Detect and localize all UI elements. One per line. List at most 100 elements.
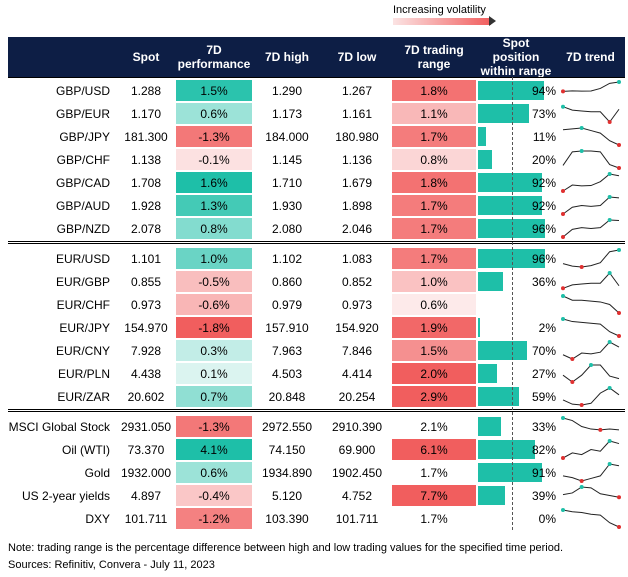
high-value: 157.910: [265, 320, 309, 335]
high-value: 20.848: [268, 389, 306, 404]
spot-position-label: 39%: [531, 488, 556, 503]
performance-cell: -0.1%: [176, 149, 252, 170]
trend-min-point: [561, 286, 565, 291]
trend-sparkline: [561, 195, 620, 216]
trend-max-point: [617, 80, 621, 84]
spot-value: 1.170: [130, 106, 162, 121]
trend-min-point: [617, 166, 621, 170]
trend-min-point: [561, 235, 565, 239]
spot-position-bar: [478, 173, 543, 192]
trend-sparkline: [561, 294, 621, 315]
table-row: MSCI Global Stock 2931.050 -1.3% 2972.550 29…: [8, 415, 625, 438]
performance-cell: -1.3%: [176, 416, 252, 437]
trend-max-point: [607, 386, 612, 390]
header-cell-0: [8, 37, 116, 77]
performance-cell: 1.5%: [176, 80, 252, 101]
instrument-name: GBP/EUR: [55, 106, 110, 121]
volatility-legend: Increasing volatility: [393, 2, 503, 26]
high-value: 1.145: [271, 152, 303, 167]
spot-value: 1.138: [130, 152, 162, 167]
trading-range-cell: 1.8%: [392, 172, 476, 193]
trend-max-point: [579, 126, 584, 130]
spot-value: 20.602: [127, 389, 165, 404]
trend-max-point: [607, 195, 612, 199]
header-cell-6: Spot position within range: [480, 36, 552, 78]
trend-sparkline: [562, 363, 620, 384]
trading-range-cell: 1.7%: [392, 126, 476, 147]
trend-max-point: [617, 248, 621, 252]
high-value: 2972.550: [261, 419, 313, 434]
table-row: EUR/PLN 4.438 0.1% 4.503 4.414 2.0% 27%: [8, 362, 625, 385]
spot-position-bar: [478, 486, 506, 505]
spot-position-label: 20%: [531, 152, 556, 167]
trend-sparkline: [562, 149, 621, 170]
high-value: 103.390: [265, 511, 309, 526]
trend-line: [562, 219, 620, 238]
trend-line: [562, 81, 620, 92]
table-row: GBP/USD 1.288 1.5% 1.290 1.267 1.8% 94%: [8, 79, 625, 102]
trend-line: [562, 387, 620, 406]
spot-position-bar: [478, 318, 480, 337]
table-row: EUR/GBP 0.855 -0.5% 0.860 0.852 1.0% 36%: [8, 270, 625, 293]
spot-position-bar: [478, 249, 546, 268]
trend-sparkline: [562, 340, 620, 361]
trend-max-point: [607, 462, 612, 466]
performance-cell: -1.8%: [176, 317, 252, 338]
volatility-gradient-bar: [393, 18, 491, 25]
low-value: 1.679: [341, 175, 373, 190]
spot-position-bar: [478, 127, 486, 146]
high-value: 0.979: [271, 297, 303, 312]
spot-position-label: 92%: [531, 198, 556, 213]
trend-sparkline: [561, 172, 620, 193]
instrument-name: DXY: [85, 511, 110, 526]
trend-max-point: [579, 149, 584, 153]
header-cell-2: 7D performance: [177, 43, 251, 71]
low-value: 1.898: [341, 198, 373, 213]
trend-line: [562, 318, 620, 337]
spot-position-label: 11%: [532, 129, 556, 144]
performance-cell: -1.3%: [176, 126, 252, 147]
trend-line: [562, 272, 620, 289]
low-value: 4.414: [341, 366, 373, 381]
high-value: 74.150: [268, 442, 306, 457]
trend-sparkline: [561, 271, 620, 291]
trend-max-point: [607, 439, 612, 443]
spot-position-bar: [478, 104, 530, 123]
group-separator: [8, 409, 625, 412]
spot-position-bar: [478, 387, 520, 406]
spot-position-label: 96%: [531, 221, 556, 236]
spot-position-bar: [478, 417, 502, 436]
group-separator: [8, 241, 625, 244]
trading-range-cell: 1.7%: [392, 218, 476, 239]
trend-min-point: [579, 265, 584, 269]
spot-value: 4.438: [130, 366, 162, 381]
table-row: GBP/CAD 1.708 1.6% 1.710 1.679 1.8% 92%: [8, 171, 625, 194]
spot-position-label: 73%: [531, 106, 556, 121]
spot-position-bar: [478, 150, 492, 169]
trend-min-point: [570, 380, 575, 384]
instrument-name: GBP/USD: [55, 83, 110, 98]
low-value: 7.846: [341, 343, 373, 358]
spot-value: 7.928: [130, 343, 162, 358]
trend-sparkline: [561, 80, 621, 94]
table-row: EUR/CNY 7.928 0.3% 7.963 7.846 1.5% 70%: [8, 339, 625, 362]
trading-range-cell: 2.0%: [392, 363, 476, 384]
instrument-name: GBP/JPY: [59, 129, 110, 144]
trend-max-point: [607, 340, 612, 344]
spot-value: 154.970: [124, 320, 168, 335]
trend-min-point: [579, 403, 584, 407]
low-value: 1.136: [341, 152, 373, 167]
footnote: Note: trading range is the percentage di…: [8, 542, 564, 554]
trading-range-cell: 1.7%: [392, 248, 476, 269]
sources: Sources: Refinitiv, Convera - July 11, 2…: [8, 559, 215, 571]
spot-value: 0.855: [130, 274, 162, 289]
instrument-name: MSCI Global Stock: [8, 419, 110, 434]
high-value: 1.710: [271, 175, 303, 190]
performance-cell: -0.6%: [176, 294, 252, 315]
trend-min-point: [617, 143, 621, 147]
trend-line: [562, 106, 620, 123]
trend-line: [562, 150, 620, 169]
trading-range-cell: 1.8%: [392, 80, 476, 101]
trend-min-point: [561, 189, 565, 193]
trading-range-cell: 1.1%: [392, 103, 476, 124]
